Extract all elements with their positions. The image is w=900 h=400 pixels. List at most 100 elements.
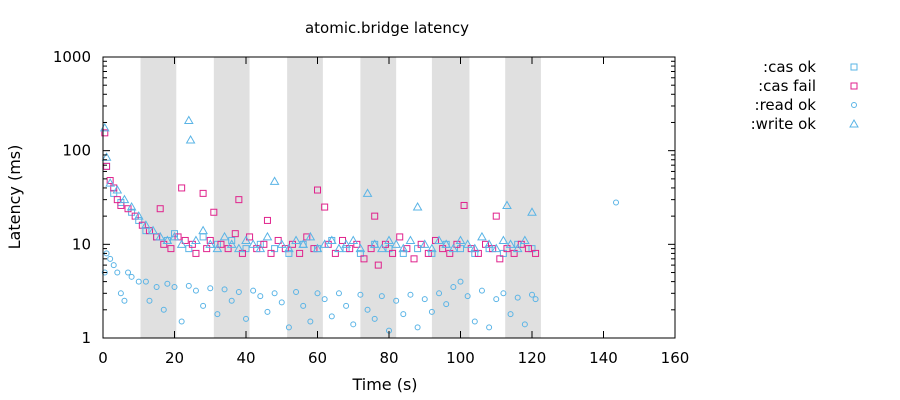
data-point	[142, 227, 150, 235]
data-point	[376, 243, 387, 253]
data-point	[124, 205, 132, 213]
data-point	[192, 287, 199, 294]
shaded-interval	[213, 57, 250, 338]
data-point	[178, 184, 186, 192]
data-point	[512, 243, 523, 253]
data-point	[188, 240, 196, 248]
data-point	[114, 269, 121, 276]
data-point	[350, 321, 357, 328]
data-point	[485, 245, 493, 253]
data-point	[441, 239, 452, 248]
data-point	[167, 245, 175, 253]
shaded-intervals	[140, 57, 541, 338]
data-point	[374, 261, 382, 269]
data-point	[217, 240, 225, 248]
data-point	[414, 245, 422, 253]
data-point	[493, 296, 500, 303]
data-point	[319, 239, 330, 248]
data-point	[443, 301, 450, 308]
x-tick-label: 100	[446, 349, 475, 367]
data-point	[450, 284, 457, 291]
data-point	[419, 239, 430, 248]
data-point	[212, 243, 223, 253]
data-point	[478, 287, 485, 294]
data-point	[205, 239, 216, 248]
x-tick-label: 160	[661, 349, 690, 367]
data-point	[360, 255, 368, 263]
x-axis-label: Time (s)	[351, 375, 417, 394]
legend-label: :cas ok	[763, 58, 816, 76]
legend-marker	[851, 102, 857, 108]
data-point	[271, 245, 279, 253]
data-point	[233, 243, 244, 253]
data-point	[499, 249, 507, 257]
data-point	[500, 290, 507, 297]
data-point	[263, 216, 271, 224]
data-point	[364, 306, 371, 313]
x-tick-label: 0	[98, 349, 108, 367]
data-point	[235, 196, 243, 204]
data-point	[343, 302, 350, 309]
data-point	[293, 288, 300, 295]
data-point	[321, 203, 329, 211]
data-point	[192, 249, 200, 257]
y-tick-label: 1000	[53, 48, 91, 66]
data-point	[199, 189, 207, 197]
data-point	[185, 282, 192, 289]
data-point	[371, 315, 378, 322]
data-point	[135, 216, 143, 224]
data-point	[125, 269, 132, 276]
legend-marker	[850, 82, 858, 90]
data-point	[371, 212, 379, 220]
data-point	[469, 243, 480, 253]
x-tick-label: 80	[379, 349, 398, 367]
data-point	[133, 211, 144, 220]
data-point	[278, 299, 285, 306]
data-point	[528, 245, 536, 253]
data-point	[398, 243, 409, 253]
x-tick-label: 60	[308, 349, 327, 367]
y-axis-label: Latency (ms)	[5, 145, 24, 250]
data-point	[185, 134, 196, 144]
data-point	[393, 297, 400, 304]
series-0	[103, 162, 536, 257]
data-point	[267, 249, 275, 257]
data-point	[396, 233, 404, 241]
data-point	[178, 318, 185, 325]
data-point	[200, 302, 207, 309]
shaded-interval	[140, 57, 177, 338]
data-point	[348, 235, 359, 244]
data-point	[255, 243, 266, 253]
data-point	[183, 115, 194, 124]
data-point	[113, 196, 121, 204]
data-point	[399, 249, 407, 257]
data-point	[328, 313, 335, 320]
data-point	[436, 290, 443, 297]
plot-points	[99, 115, 620, 334]
data-point	[142, 278, 149, 285]
data-point	[353, 240, 361, 248]
data-point	[335, 290, 342, 297]
data-point	[391, 239, 402, 248]
data-point	[477, 231, 487, 241]
data-point	[262, 231, 273, 241]
data-point	[207, 285, 214, 292]
data-point	[385, 245, 393, 253]
data-point	[305, 231, 316, 241]
data-point	[121, 297, 128, 304]
data-point	[164, 280, 171, 287]
data-point	[471, 318, 478, 325]
data-point	[532, 249, 540, 257]
data-point	[206, 236, 214, 244]
data-point	[210, 208, 218, 216]
data-point	[457, 278, 464, 285]
data-point	[434, 235, 444, 244]
data-point	[128, 273, 135, 280]
data-point	[291, 235, 301, 244]
data-point	[505, 239, 516, 248]
data-point	[101, 269, 108, 276]
data-point	[519, 235, 530, 244]
data-point	[285, 249, 293, 257]
data-point	[221, 286, 228, 293]
